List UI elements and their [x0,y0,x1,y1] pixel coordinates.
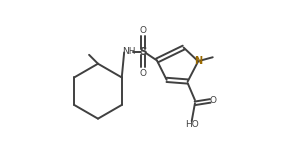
Text: HO: HO [185,120,199,129]
Text: S: S [139,47,147,57]
Text: O: O [140,26,147,35]
Text: N: N [194,56,202,66]
Text: O: O [140,69,147,78]
Text: O: O [209,96,216,105]
Text: NH: NH [122,47,135,56]
